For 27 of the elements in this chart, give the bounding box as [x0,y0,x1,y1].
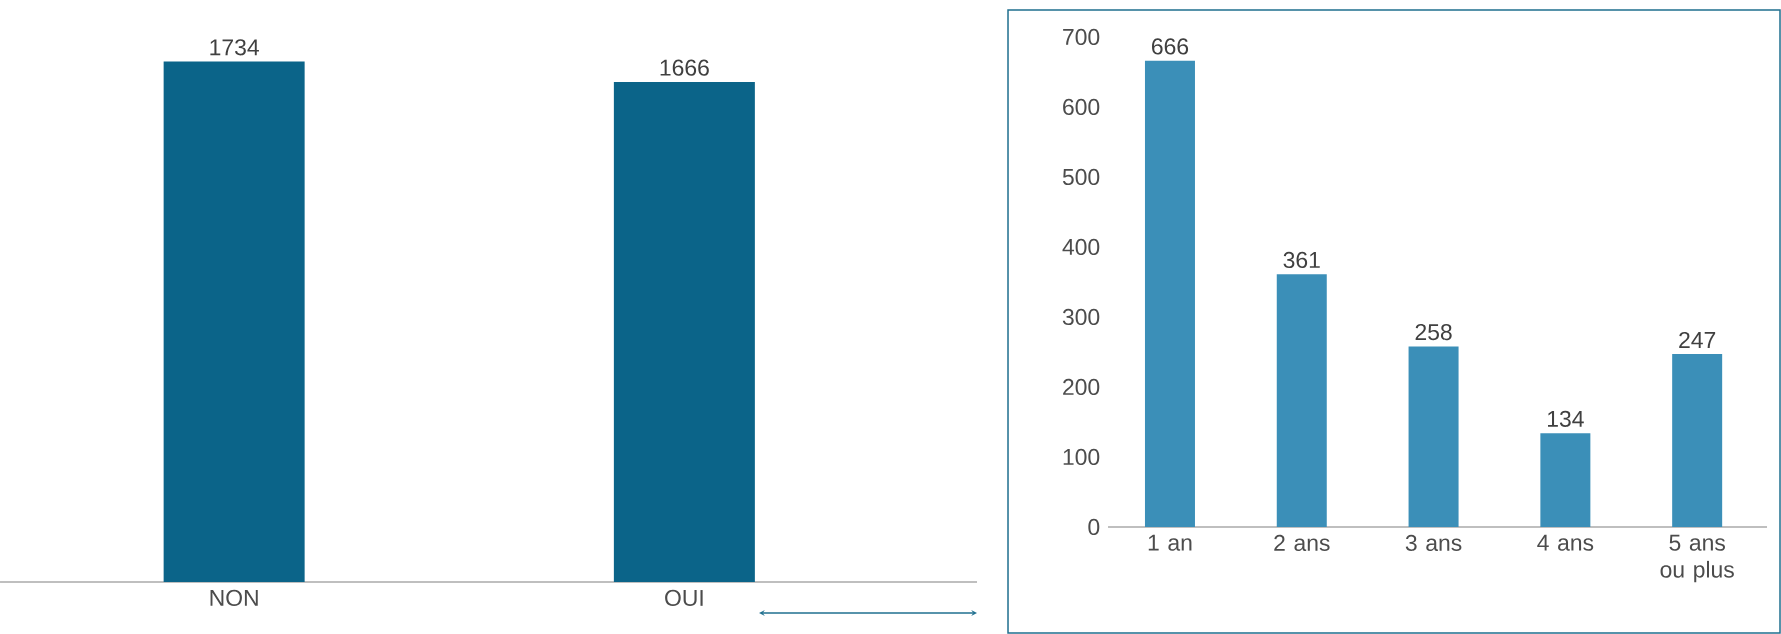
data-label: 361 [1283,251,1320,269]
y-tick-label: 600 [1063,98,1100,116]
y-tick-label: 100 [1063,448,1100,466]
y-tick-label: 700 [1063,28,1100,46]
x-tick-label: NON [210,589,258,607]
bar [1672,354,1723,527]
x-tick-label: 3 ans [1405,534,1462,552]
y-tick-label: 200 [1063,378,1100,396]
data-label: 1734 [210,39,259,56]
y-tick-label: 0 [1088,518,1100,536]
bar [1276,274,1327,527]
y-tick-label: 500 [1062,168,1100,186]
y-tick-label: 400 [1062,238,1100,256]
data-label: 1666 [660,59,709,76]
x-tick-label: 2 ans [1274,534,1330,552]
data-label: 247 [1679,331,1716,348]
y-tick-label: 300 [1062,308,1100,326]
data-label: 134 [1548,410,1584,427]
bar [1144,60,1195,527]
data-label: 258 [1415,323,1452,341]
bar [1540,433,1591,527]
x-tick-label: 5 ans ou plus [1660,534,1734,583]
x-tick-label: 4 ans [1537,534,1594,551]
bar [1408,346,1459,527]
x-tick-label: 1 an [1148,534,1192,551]
x-tick-label: OUI [665,589,703,607]
data-label: 666 [1152,38,1189,55]
